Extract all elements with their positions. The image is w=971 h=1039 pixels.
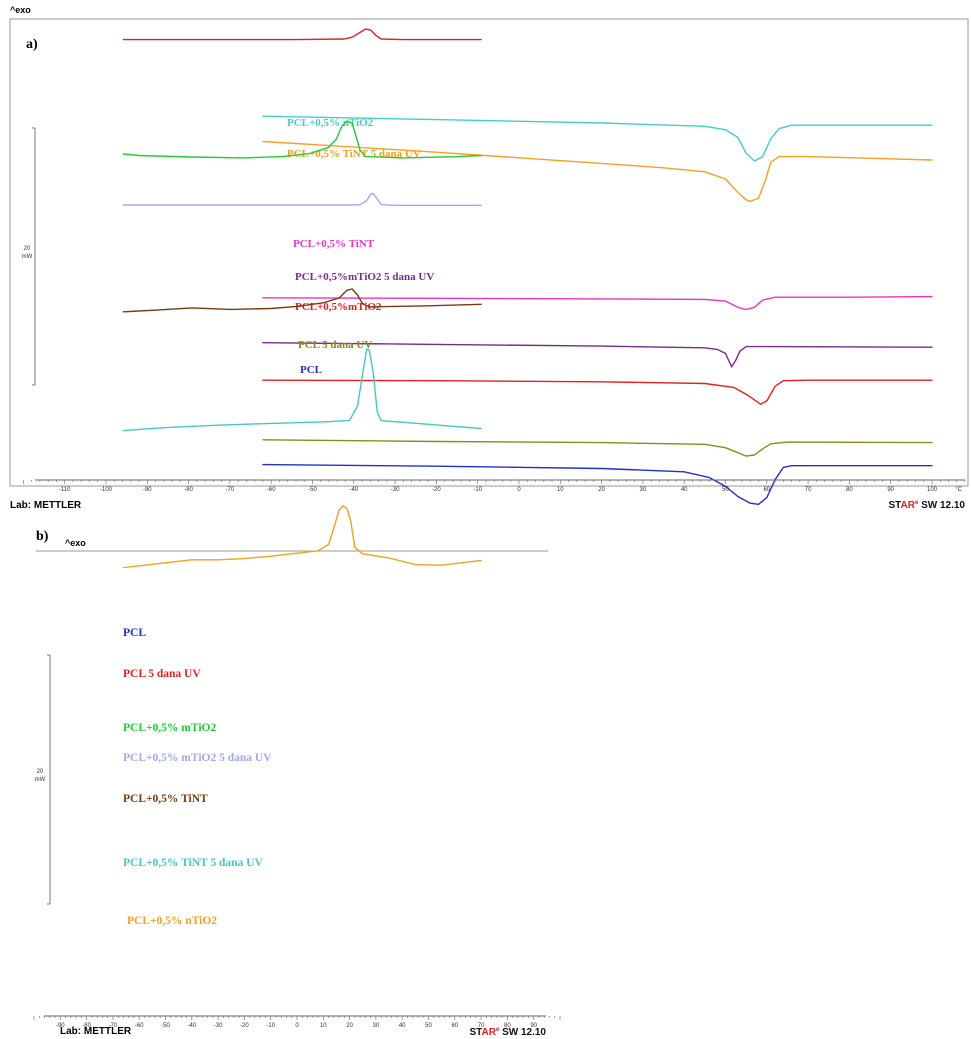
curve-b-pcl-0-5-mtio2 [122, 120, 482, 159]
curve-b-pcl-0-5-ntio2 [122, 505, 482, 569]
tick-label: 50 [722, 487, 729, 493]
series-label-a-pcl-5-dana-uv: PCL 5 dana UV [298, 339, 372, 351]
exo-label-a: ^exo [10, 5, 31, 15]
curve-a-pcl-0-5-tint [262, 295, 933, 311]
tick-label: 70 [478, 1023, 485, 1029]
scale-unit-a: mW [22, 254, 33, 260]
panel-label-a: a) [26, 37, 38, 52]
tick-label: 0 [517, 487, 521, 493]
tick-label: -100 [100, 487, 113, 493]
tick-label: -80 [82, 1023, 91, 1029]
tick-label: 30 [640, 487, 647, 493]
panel-a: ^exo a) 20 mW PCL+0,5% nTiO2 PCL+0,5% TiN… [9, 5, 969, 511]
x-ticks-a: -110 -100 -90 -80 -70 -60 -50 -40 -30 -20 -10 0 10 20… [23, 480, 966, 493]
series-label-b-pcl-5-dana-uv: PCL 5 dana UV [123, 668, 201, 680]
curve-a-pcl-0-5-mtio2-5-dana-uv [262, 342, 933, 368]
tick-label: -10 [266, 1023, 275, 1029]
tick-label: 60 [763, 487, 770, 493]
series-label-b-pcl-0-5-tint: PCL+0,5% TiNT [123, 793, 208, 805]
curve-b-pcl-5-dana-uv [122, 28, 482, 41]
tick-label: -10 [473, 487, 482, 493]
tick-label: -90 [56, 1023, 65, 1029]
lab-label-a: Lab: METTLER [10, 500, 82, 511]
curve-b-pcl-0-5-tint-5-dana-uv [122, 348, 482, 432]
software-label-b: STARe SW 12.10 [469, 1027, 546, 1038]
exo-label-b: ^exo [65, 538, 86, 548]
tick-label: -70 [226, 487, 235, 493]
scale-unit-b: mW [35, 777, 46, 783]
curve-b-pcl-0-5-tint [122, 288, 482, 313]
tick-label: -60 [135, 1023, 144, 1029]
tick-label: -40 [187, 1023, 196, 1029]
tick-label: -110 [59, 487, 71, 493]
tick-label: 50 [425, 1023, 432, 1029]
curves-a [262, 115, 933, 505]
tick-label: -30 [214, 1023, 223, 1029]
scale-value-b: 20 [37, 769, 44, 775]
tick-label: 90 [887, 487, 894, 493]
tick-label: -40 [349, 487, 358, 493]
series-label-a-pcl-0-5-ntio2: PCL+0,5% nTiO2 [287, 117, 374, 129]
tick-label: 80 [504, 1023, 511, 1029]
tick-label: -80 [184, 487, 193, 493]
tick-label: 60 [451, 1023, 458, 1029]
tick-label: 70 [805, 487, 812, 493]
series-labels-b: PCL PCL 5 dana UV PCL+0,5% mTiO2 PCL+0,5% m… [123, 627, 272, 927]
scale-value-a: 20 [24, 246, 31, 252]
tick-label: -20 [240, 1023, 249, 1029]
curve-a-pcl-0-5-mtio2 [262, 379, 933, 405]
curve-a-pcl [262, 463, 933, 505]
panel-label-b: b) [36, 529, 49, 544]
tick-label: -50 [161, 1023, 170, 1029]
tick-label: 90 [530, 1023, 537, 1029]
x-ticks-b: -90 -80 -70 -60 -50 -40 -30 -20 -10 0 10 20 30 40 50 60… [33, 1016, 561, 1029]
tick-label: 40 [399, 1023, 406, 1029]
tick-label: -30 [391, 487, 400, 493]
series-label-b-pcl-0-5-mtio2: PCL+0,5% mTiO2 [123, 722, 216, 734]
tick-label: -90 [143, 487, 152, 493]
curve-a-pcl-0-5-tint-5-dana-uv [262, 140, 933, 203]
lab-label-b: Lab: METTLER [60, 1026, 132, 1037]
series-label-a-pcl-0-5-mtio2-5-dana-uv: PCL+0,5%mTiO2 5 dana UV [295, 271, 434, 283]
tick-label: 100 [927, 487, 938, 493]
tick-label: -60 [267, 487, 276, 493]
curves-b [122, 28, 482, 569]
tick-label: 80 [846, 487, 853, 493]
plot-frame-a [9, 18, 969, 487]
curve-a-pcl-5-dana-uv [262, 439, 933, 457]
curve-a-pcl-0-5-ntio2 [262, 115, 933, 162]
tick-label: 20 [598, 487, 605, 493]
curve-b-pcl-0-5-mtio2-5-dana-uv [122, 192, 482, 206]
tick-label: 30 [373, 1023, 380, 1029]
tick-label: 20 [346, 1023, 353, 1029]
series-label-b-pcl-0-5-tint-5-dana-uv: PCL+0,5% TiNT 5 dana UV [123, 857, 263, 869]
tick-label: 10 [557, 487, 564, 493]
tick-label: 10 [320, 1023, 327, 1029]
tick-label: 0 [295, 1023, 299, 1029]
tick-label: -20 [432, 487, 441, 493]
tick-label: 40 [681, 487, 688, 493]
series-label-a-pcl-0-5-tint: PCL+0,5% TiNT [293, 238, 375, 250]
series-label-b-pcl-0-5-mtio2-5-dana-uv: PCL+0,5% mTiO2 5 dana UV [123, 752, 272, 764]
software-label-a: STARe SW 12.10 [888, 500, 965, 511]
series-label-a-pcl: PCL [300, 364, 322, 376]
series-label-b-pcl: PCL [123, 627, 146, 639]
series-label-b-pcl-0-5-ntio2: PCL+0,5% nTiO2 [127, 915, 217, 927]
tick-label: -50 [308, 487, 317, 493]
tick-label: -70 [109, 1023, 118, 1029]
axis-unit-a: °C [955, 487, 962, 493]
panel-b: b) ^exo 20 mW PCL PCL 5 dana UV PCL+0,5% m… [33, 28, 561, 1038]
